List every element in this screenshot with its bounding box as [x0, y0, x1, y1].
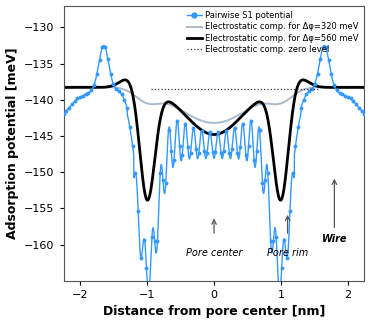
X-axis label: Distance from pore center [nm]: Distance from pore center [nm]: [103, 306, 325, 318]
Text: Wire: Wire: [322, 234, 347, 244]
Text: Pore center: Pore center: [186, 248, 242, 258]
Y-axis label: Adsorption potential [meV]: Adsorption potential [meV]: [6, 47, 18, 239]
Legend: Pairwise S1 potential, Electrostatic comp. for Δφ=320 meV, Electrostatic comp. f: Pairwise S1 potential, Electrostatic com…: [185, 10, 360, 55]
Text: Pore rim: Pore rim: [267, 248, 308, 258]
